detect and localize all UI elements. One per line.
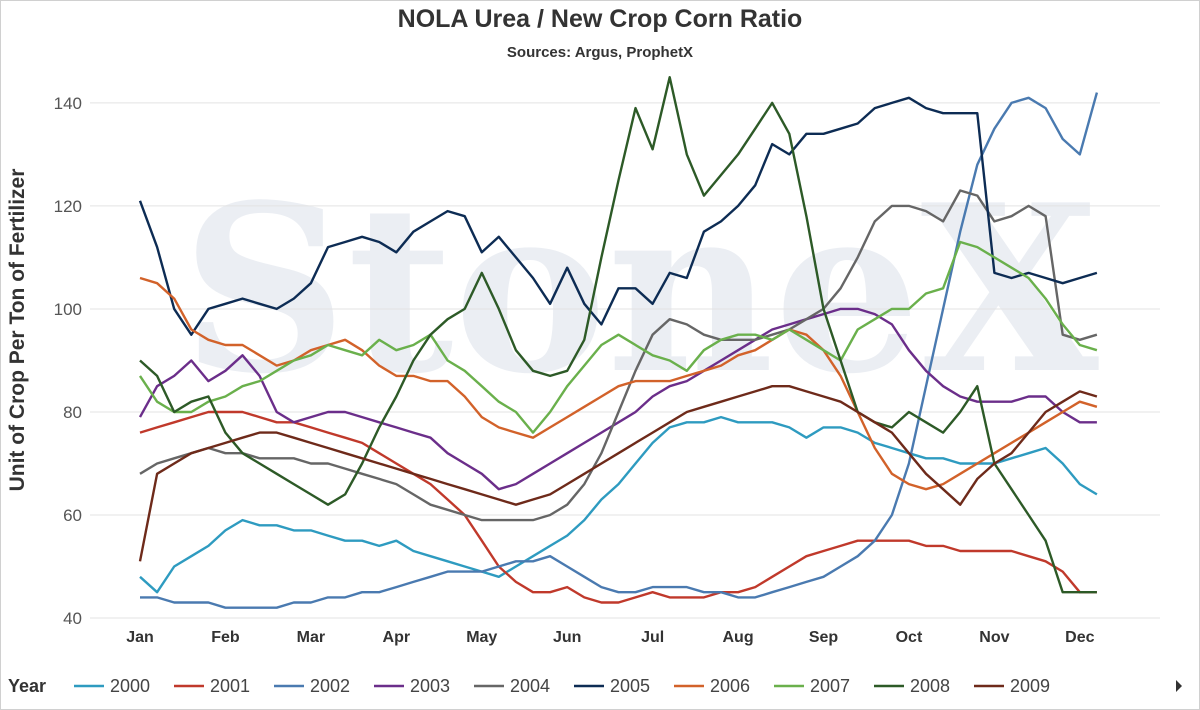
series-line-2002[interactable] [140,92,1099,609]
grid [90,102,1160,619]
x-axis-ticks: Jan Feb Mar Apr May Jun Jul Aug Sep Oct Nov Dec [126,629,1094,646]
legend-item-2007[interactable]: 2007 [774,676,850,696]
y-tick-label: 40 [63,609,82,628]
x-tick-label: Dec [1065,629,1094,646]
series-line-2000[interactable] [139,415,1098,594]
legend-label: 2008 [910,676,950,696]
legend-item-2009[interactable]: 2009 [974,676,1050,696]
y-axis-ticks: 40 60 80 100 120 140 [54,94,82,628]
x-tick-label: Jul [641,629,664,646]
series-lines [138,75,1099,609]
legend-label: 2009 [1010,676,1050,696]
y-tick-label: 140 [54,94,82,113]
y-tick-label: 80 [63,403,82,422]
series-line-2007[interactable] [138,240,1098,434]
series-line-2009[interactable] [138,385,1098,562]
legend-label: 2005 [610,676,650,696]
legend-label: 2006 [710,676,750,696]
x-tick-label: May [466,629,497,646]
legend-item-2006[interactable]: 2006 [674,676,750,696]
x-tick-label: Nov [979,629,1009,646]
legend-item-2008[interactable]: 2008 [874,676,950,696]
series-line-2008[interactable] [139,75,1097,594]
y-tick-label: 60 [63,506,82,525]
x-tick-label: Oct [896,629,923,646]
legend-next-arrow-icon[interactable] [1176,680,1182,692]
legend-item-2002[interactable]: 2002 [274,676,350,696]
x-tick-label: Apr [383,629,411,646]
legend-label: 2000 [110,676,150,696]
chart-title: NOLA Urea / New Crop Corn Ratio [398,5,803,33]
y-tick-label: 100 [54,300,82,319]
legend-item-2005[interactable]: 2005 [574,676,650,696]
legend-item-2001[interactable]: 2001 [174,676,250,696]
series-line-2001[interactable] [139,410,1097,604]
legend-label: 2003 [410,676,450,696]
x-tick-label: Feb [211,629,240,646]
series-line-2004[interactable] [139,189,1098,522]
series-line-2005[interactable] [138,96,1098,336]
y-tick-label: 120 [54,197,82,216]
series-line-2006[interactable] [139,276,1098,491]
x-tick-label: Sep [809,629,839,646]
x-tick-label: Aug [723,629,754,646]
legend: 2000 2001 2002 2003 2004 2005 2006 2007 2008 2009 [74,676,1050,696]
legend-item-2003[interactable]: 2003 [374,676,450,696]
legend-label: 2001 [210,676,250,696]
y-axis-label: Unit of Crop Per Ton of Fertilizer [6,169,29,492]
x-tick-label: Jun [553,629,581,646]
x-tick-label: Jan [126,629,154,646]
series-line-2003[interactable] [138,307,1097,491]
legend-label: 2007 [810,676,850,696]
chart-subtitle: Sources: Argus, ProphetX [507,44,693,61]
legend-label: 2004 [510,676,550,696]
legend-title: Year [8,676,46,696]
legend-item-2004[interactable]: 2004 [474,676,550,696]
legend-label: 2002 [310,676,350,696]
x-tick-label: Mar [297,629,325,646]
legend-item-2000[interactable]: 2000 [74,676,150,696]
watermark-text: StoneX [181,155,1099,425]
